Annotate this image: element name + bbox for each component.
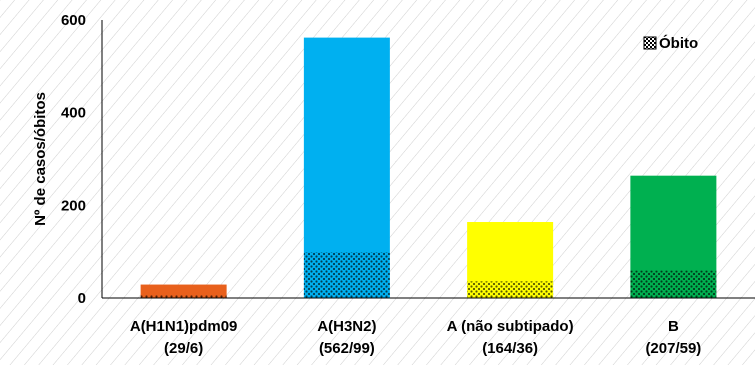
y-tick-label-1: 0 bbox=[78, 290, 86, 307]
bar-deaths-2 bbox=[303, 252, 390, 298]
legend-label-obito: Óbito bbox=[659, 34, 698, 52]
y-tick-label-3: 400 bbox=[61, 105, 86, 122]
y-tick-label-2: 200 bbox=[61, 197, 86, 214]
x-tick-label-4-line-2: (207/59) bbox=[645, 340, 701, 357]
y-axis-title: Nº de casos/óbitos bbox=[32, 92, 49, 226]
bar-deaths-3 bbox=[467, 281, 554, 298]
x-tick-label-1-line-2: (29/6) bbox=[164, 340, 203, 357]
x-tick-label-1-line-1: A(H1N1)pdm09 bbox=[130, 318, 238, 335]
x-tick-label-4-line-1: B bbox=[668, 318, 679, 335]
bar-deaths-4 bbox=[630, 270, 717, 298]
x-tick-label-2-line-1: A(H3N2) bbox=[317, 318, 376, 335]
x-tick-label-3-line-1: A (não subtipado) bbox=[447, 318, 574, 335]
x-tick-label-3-line-2: (164/36) bbox=[482, 340, 538, 357]
bar-deaths-1 bbox=[140, 295, 227, 298]
bar-total-1 bbox=[140, 284, 227, 298]
x-tick-label-2-line-2: (562/99) bbox=[319, 340, 375, 357]
y-tick-label-4: 600 bbox=[61, 12, 86, 29]
legend-swatch-obito bbox=[643, 36, 657, 50]
